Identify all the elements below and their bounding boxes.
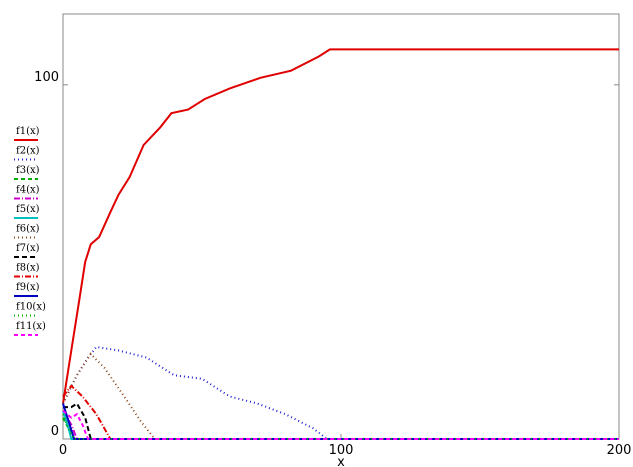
- legend-label: f11(x): [16, 321, 46, 332]
- legend-label: f4(x): [16, 185, 40, 196]
- y-tick-label: 100: [34, 70, 59, 85]
- series-line: [62, 352, 619, 440]
- legend-label: f6(x): [16, 224, 40, 235]
- series-line: [62, 384, 619, 440]
- legend-label: f5(x): [16, 204, 40, 215]
- x-tick-label: 200: [607, 443, 632, 458]
- series-line: [63, 402, 619, 440]
- series-line: [62, 409, 619, 440]
- x-tick-label: 0: [59, 443, 67, 458]
- legend-label: f8(x): [16, 263, 40, 274]
- series-line: [62, 345, 619, 440]
- plot-frame: [62, 13, 620, 440]
- series-line: [62, 48, 619, 404]
- x-axis-label: x: [337, 455, 345, 467]
- legend-label: f9(x): [16, 282, 40, 293]
- legend-label: f1(x): [16, 126, 40, 137]
- legend-label: f2(x): [16, 146, 40, 157]
- series-line: [62, 403, 619, 440]
- y-tick-label: 0: [51, 424, 59, 439]
- legend-label: f10(x): [16, 302, 46, 313]
- legend-label: f3(x): [16, 165, 40, 176]
- legend-label: f7(x): [16, 243, 40, 254]
- x-tick-label: 100: [329, 443, 354, 458]
